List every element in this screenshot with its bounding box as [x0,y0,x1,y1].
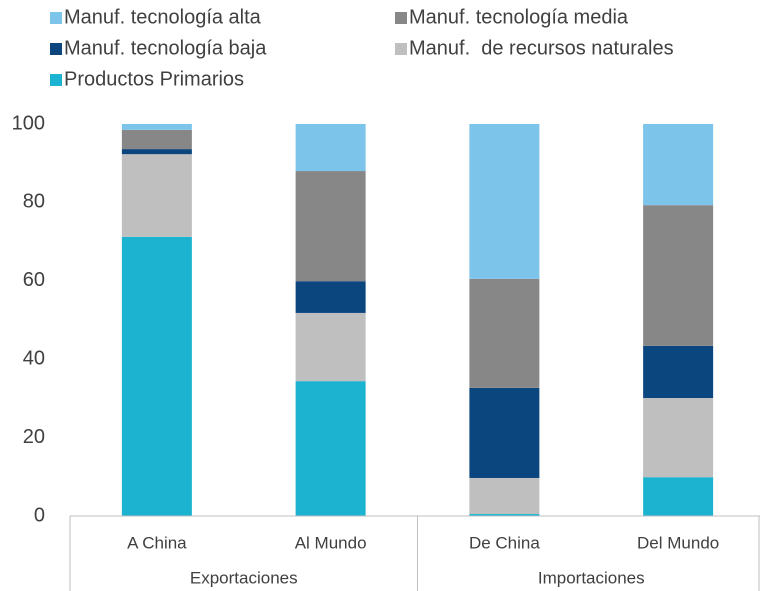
bar-segment [643,205,714,346]
bar-segment [643,345,714,399]
legend-label: Productos Primarios [64,68,244,90]
y-tick-label: 100 [12,112,45,134]
legend-swatch [50,43,62,55]
bar-segment [295,381,366,516]
legend-label: Manuf. tecnología alta [64,6,262,28]
bar-segment [643,398,714,478]
bar-segment [121,236,192,516]
bar-segment [469,477,540,515]
bar-segment [469,278,540,388]
bar-segment [121,124,192,130]
bar-segment [295,281,366,313]
group-label: Exportaciones [190,568,298,587]
x-tick-label: Al Mundo [295,533,367,552]
y-tick-label: 0 [34,504,45,526]
y-tick-label: 20 [23,426,45,448]
bar-segment [295,124,366,172]
legend-label: Manuf. tecnología baja [64,37,267,59]
legend-swatch [395,12,407,24]
bar-segment [469,124,540,279]
bar-segment [643,124,714,206]
bar-segment [295,312,366,382]
x-tick-label: A China [127,533,187,552]
bar-segment [643,477,714,516]
bar-segment [469,387,540,478]
bar-segment [121,154,192,237]
bar-segment [121,129,192,150]
group-label: Importaciones [538,568,645,587]
bar-segment [295,171,366,282]
bar-segment [121,149,192,155]
legend-swatch [50,74,62,86]
y-tick-label: 80 [23,191,45,213]
x-tick-label: Del Mundo [637,533,719,552]
legend-swatch [50,12,62,24]
y-tick-label: 40 [23,347,45,369]
x-tick-label: De China [469,533,540,552]
bar-segment [469,514,540,516]
legend-swatch [395,43,407,55]
y-tick-label: 60 [23,269,45,291]
legend-label: Manuf. tecnología media [409,6,629,28]
legend-label: Manuf. de recursos naturales [409,37,674,59]
